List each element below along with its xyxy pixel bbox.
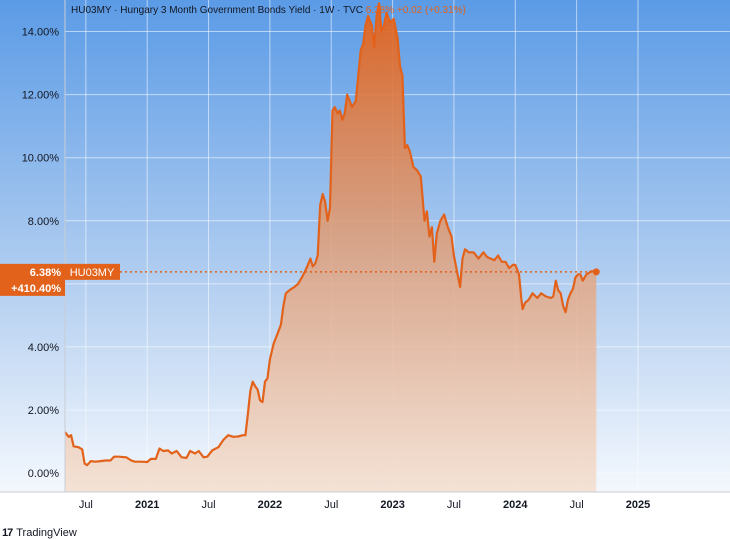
last-price-label: 6.38% HU03MY +410.40% [0,263,597,296]
symbol-badge-label: HU03MY [70,267,115,279]
legend-description: Hungary 3 Month Government Bonds Yield [120,5,311,16]
last-price-badge [0,263,65,296]
legend-source: TVC [343,5,363,16]
series-line [64,2,597,467]
y-tick-label: 10.00% [22,153,60,165]
x-tick-label: Jul [202,499,216,511]
y-tick-label: 12.00% [22,90,60,102]
price-axis-background [0,0,65,492]
x-tick-label: 2021 [135,499,159,511]
x-tick-label: 2024 [503,499,528,511]
y-tick-label: 14.00% [22,27,60,39]
x-tick-label: 2022 [258,499,282,511]
area-fill [65,3,597,492]
last-price-change: +410.40% [11,283,61,295]
footer-strip [0,520,730,539]
legend-change: +0.02 (+0.31%) [396,5,466,16]
chart-legend[interactable]: HU03MY · Hungary 3 Month Government Bond… [71,5,466,16]
tradingview-name: TradingView [16,527,77,539]
y-tick-label: 2.00% [28,405,59,417]
x-tick-label: 2023 [380,499,404,511]
symbol-badge [65,263,120,280]
legend-symbol: HU03MY [71,5,112,16]
y-tick-label: 0.00% [28,468,59,480]
time-axis[interactable]: Jul 2021 Jul 2022 Jul 2023 Jul 2024 Jul 2025 [0,491,730,539]
x-tick-label: Jul [447,499,461,511]
y-tick-label: 4.00% [28,342,59,354]
x-tick-label: Jul [324,499,338,511]
tradingview-logo-icon: 17 [2,527,13,539]
time-axis-background [0,492,730,520]
x-tick-label: Jul [79,499,93,511]
x-tick-label: Jul [570,499,584,511]
legend-last-value: 6.38% [365,5,395,16]
last-price-value: 6.38% [30,267,61,279]
legend-interval: 1W [319,5,335,16]
y-tick-label: 8.00% [28,216,59,228]
tradingview-watermark[interactable]: 17 TradingView [2,527,77,539]
x-tick-label: 2025 [626,499,650,511]
